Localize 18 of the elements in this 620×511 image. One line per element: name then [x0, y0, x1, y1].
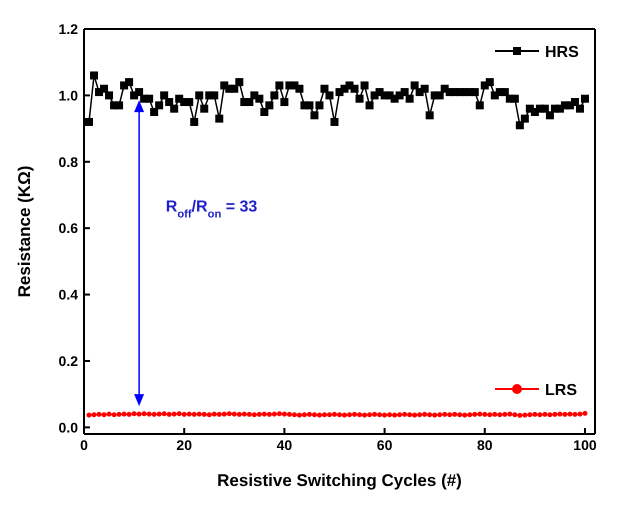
x-axis-title: Resistive Switching Cycles (#): [217, 471, 462, 490]
annotation: R$_{off}$/R$_{on}$ = 33: [166, 198, 258, 220]
x-tick-label: 60: [376, 436, 393, 453]
y-tick-label: 0.4: [58, 286, 78, 303]
y-axis-title: Resistance (KΩ): [15, 166, 34, 298]
x-tick-label: 80: [476, 436, 493, 453]
y-tick-label: 1.2: [58, 20, 78, 37]
x-tick-label: 40: [276, 436, 292, 453]
y-tick-label: 0.6: [58, 220, 78, 236]
x-tick-label: 20: [176, 436, 192, 453]
x-tick-label: 0: [80, 436, 88, 453]
y-tick-label: 1.0: [58, 87, 78, 104]
y-tick-label: 0.2: [58, 352, 78, 369]
legend-label: HRS: [545, 44, 580, 61]
x-tick-label: 100: [573, 436, 597, 453]
y-tick-label: 0.0: [58, 419, 78, 436]
y-tick-label: 0.8: [58, 154, 78, 170]
legend-label: LRS: [545, 382, 578, 399]
